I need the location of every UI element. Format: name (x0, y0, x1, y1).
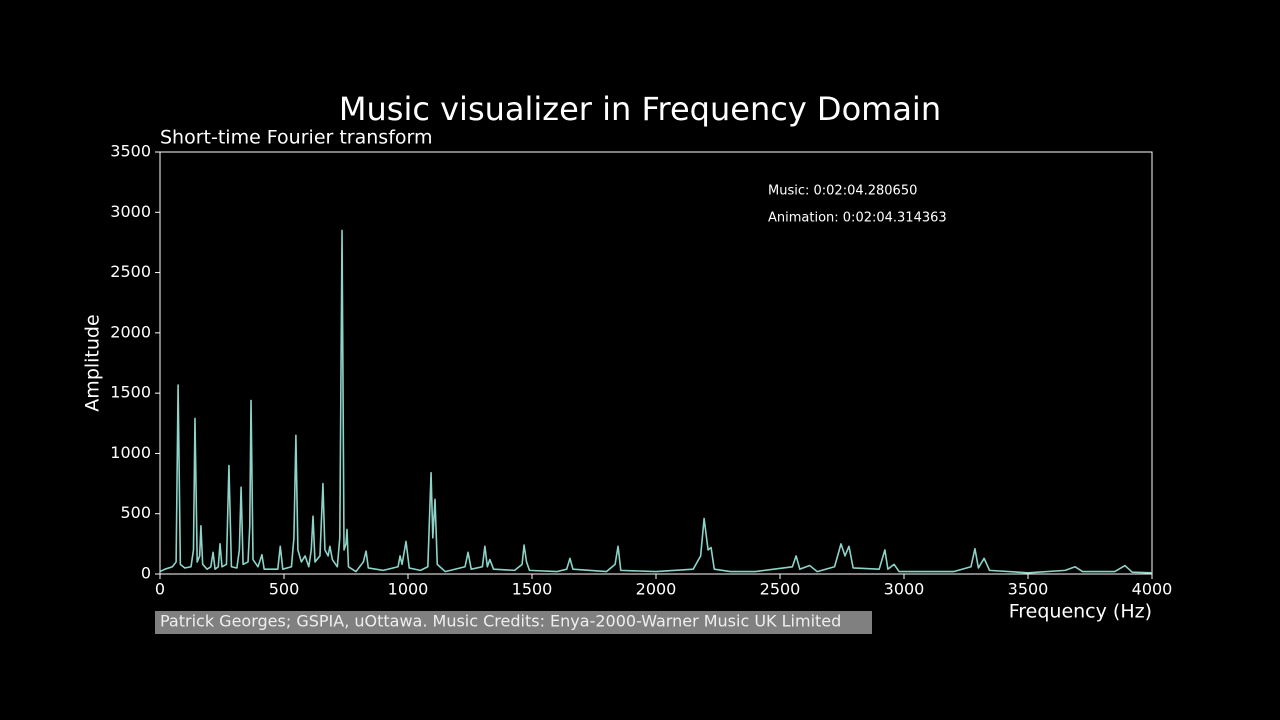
y-tick-label: 1000 (110, 443, 151, 462)
annotation: Animation: 0:02:04.314363 (768, 211, 947, 226)
x-tick-label: 2000 (636, 580, 677, 599)
y-axis-label: Amplitude (82, 314, 104, 411)
credit-box (155, 611, 872, 634)
x-tick-label: 2500 (760, 580, 801, 599)
x-tick-label: 1500 (512, 580, 553, 599)
y-tick-label: 0 (141, 564, 151, 583)
credit: Patrick Georges; GSPIA, uOttawa. Music C… (160, 612, 841, 631)
x-tick-label: 3500 (1008, 580, 1049, 599)
y-tick-label: 500 (120, 503, 151, 522)
y-tick-label: 3500 (110, 142, 151, 161)
x-tick-label: 0 (155, 580, 165, 599)
x-tick-label: 4000 (1132, 580, 1173, 599)
x-tick-label: 1000 (388, 580, 429, 599)
y-tick-label: 3000 (110, 202, 151, 221)
spectrum-line (159, 229, 1153, 574)
x-tick-label: 500 (269, 580, 300, 599)
x-axis-label: Frequency (Hz) (1009, 601, 1152, 623)
chart-title: Music visualizer in Frequency Domain (339, 90, 941, 128)
x-tick-label: 3000 (884, 580, 925, 599)
y-tick-label: 2500 (110, 262, 151, 281)
annotation: Music: 0:02:04.280650 (768, 184, 917, 199)
y-tick-label: 1500 (110, 383, 151, 402)
chart-subtitle: Short-time Fourier transform (160, 127, 433, 149)
y-tick-label: 2000 (110, 322, 151, 341)
